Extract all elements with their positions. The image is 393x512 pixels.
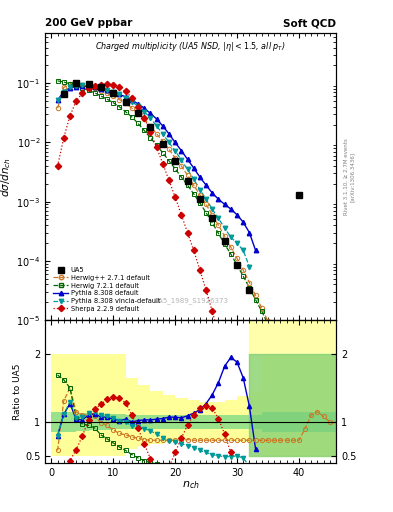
Legend: UA5, Herwig++ 2.7.1 default, Herwig 7.2.1 default, Pythia 8.308 default, Pythia : UA5, Herwig++ 2.7.1 default, Herwig 7.2.…	[51, 265, 162, 314]
Text: Soft QCD: Soft QCD	[283, 18, 336, 28]
Y-axis label: $d\sigma/dn_{ch}$: $d\sigma/dn_{ch}$	[0, 157, 13, 197]
Y-axis label: Ratio to UA5: Ratio to UA5	[13, 364, 22, 420]
Y-axis label: Rivet 3.1.10, ≥ 2.7M events
[arXiv:1306.3436]: Rivet 3.1.10, ≥ 2.7M events [arXiv:1306.…	[343, 138, 354, 215]
Text: Charged multiplicity (UA5 NSD, $|\eta|<1.5$, all $p_T$): Charged multiplicity (UA5 NSD, $|\eta|<1…	[95, 40, 286, 53]
Text: UA5_1989_S1926373: UA5_1989_S1926373	[153, 297, 228, 304]
Text: 200 GeV ppbar: 200 GeV ppbar	[45, 18, 132, 28]
X-axis label: $n_{ch}$: $n_{ch}$	[182, 480, 200, 492]
